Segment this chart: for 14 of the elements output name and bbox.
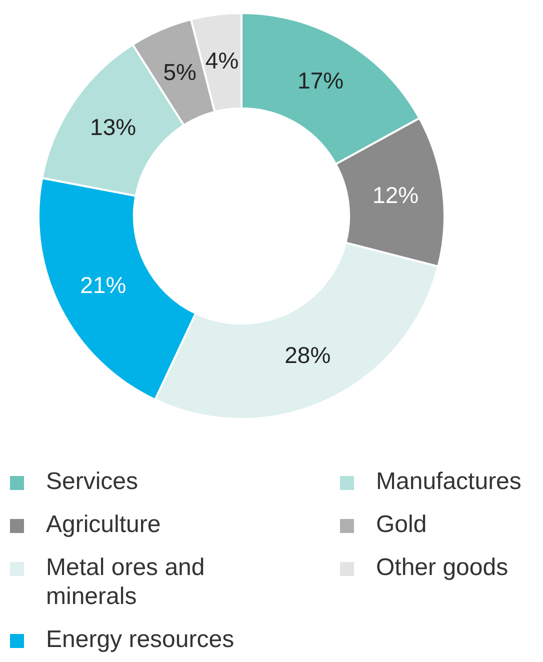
legend-label: Services [46, 467, 138, 496]
legend-label: Other goods [376, 553, 508, 582]
legend-label: Agriculture [46, 510, 161, 539]
legend-label: Energy resources [46, 625, 234, 654]
data-label: 4% [205, 47, 239, 74]
data-label: 17% [298, 68, 344, 94]
data-label: 21% [80, 272, 126, 298]
legend-label: Gold [376, 510, 427, 539]
data-label: 13% [90, 114, 136, 140]
legend-label: Metal ores and minerals [46, 553, 206, 611]
data-label: 28% [284, 342, 331, 368]
data-label: 12% [372, 182, 419, 208]
data-label: 5% [163, 58, 196, 85]
legend-label: Manufactures [376, 467, 522, 496]
